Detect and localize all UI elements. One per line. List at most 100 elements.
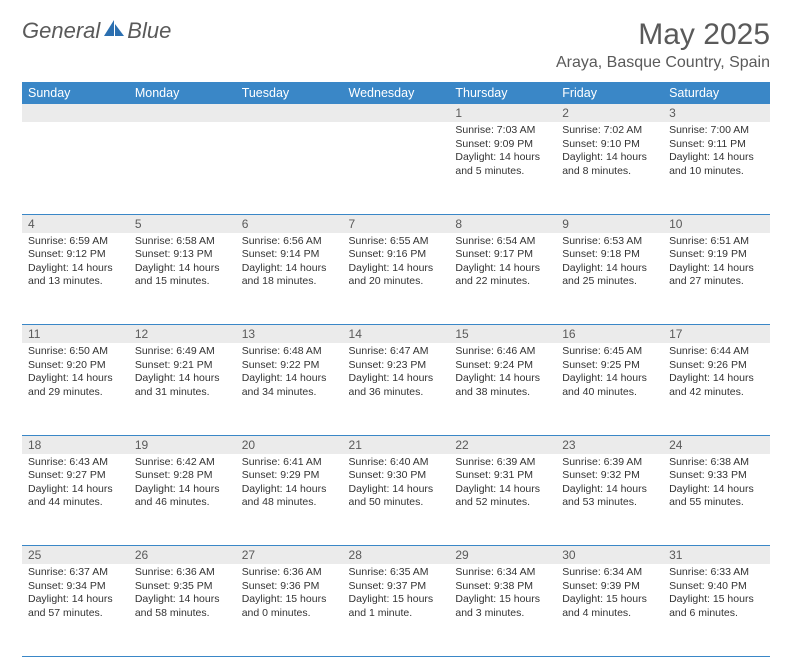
day-cell: Sunrise: 7:03 AMSunset: 9:09 PMDaylight:… — [449, 122, 556, 214]
day-number: 10 — [663, 214, 770, 233]
logo-text-2: Blue — [127, 18, 171, 44]
day-number: 17 — [663, 325, 770, 344]
info-row: Sunrise: 7:03 AMSunset: 9:09 PMDaylight:… — [22, 122, 770, 214]
day-cell: Sunrise: 6:50 AMSunset: 9:20 PMDaylight:… — [22, 343, 129, 435]
info-row: Sunrise: 6:50 AMSunset: 9:20 PMDaylight:… — [22, 343, 770, 435]
day-cell: Sunrise: 6:40 AMSunset: 9:30 PMDaylight:… — [343, 454, 450, 546]
day-number: 20 — [236, 435, 343, 454]
day-details: Sunrise: 6:34 AMSunset: 9:38 PMDaylight:… — [449, 564, 556, 625]
day-details: Sunrise: 7:02 AMSunset: 9:10 PMDaylight:… — [556, 122, 663, 183]
info-row: Sunrise: 6:59 AMSunset: 9:12 PMDaylight:… — [22, 233, 770, 325]
day-cell: Sunrise: 6:55 AMSunset: 9:16 PMDaylight:… — [343, 233, 450, 325]
day-details: Sunrise: 6:37 AMSunset: 9:34 PMDaylight:… — [22, 564, 129, 625]
day-number: 29 — [449, 546, 556, 565]
day-number: 28 — [343, 546, 450, 565]
day-details: Sunrise: 6:39 AMSunset: 9:31 PMDaylight:… — [449, 454, 556, 515]
location: Araya, Basque Country, Spain — [556, 54, 770, 72]
day-cell: Sunrise: 6:51 AMSunset: 9:19 PMDaylight:… — [663, 233, 770, 325]
logo-text-1: General — [22, 18, 100, 44]
day-number: 25 — [22, 546, 129, 565]
day-number — [22, 104, 129, 122]
day-number: 6 — [236, 214, 343, 233]
day-header: Thursday — [449, 82, 556, 104]
day-number: 18 — [22, 435, 129, 454]
day-number: 22 — [449, 435, 556, 454]
day-cell: Sunrise: 6:47 AMSunset: 9:23 PMDaylight:… — [343, 343, 450, 435]
day-header: Wednesday — [343, 82, 450, 104]
day-cell: Sunrise: 6:46 AMSunset: 9:24 PMDaylight:… — [449, 343, 556, 435]
day-number: 1 — [449, 104, 556, 122]
day-details: Sunrise: 6:44 AMSunset: 9:26 PMDaylight:… — [663, 343, 770, 404]
day-details: Sunrise: 6:40 AMSunset: 9:30 PMDaylight:… — [343, 454, 450, 515]
day-cell: Sunrise: 6:54 AMSunset: 9:17 PMDaylight:… — [449, 233, 556, 325]
day-number: 23 — [556, 435, 663, 454]
calendar-body: 1 23 Sunrise: 7:03 AMSunset: 9:09 PMDaylig… — [22, 104, 770, 656]
day-cell — [22, 122, 129, 214]
day-header: Sunday — [22, 82, 129, 104]
day-number: 13 — [236, 325, 343, 344]
calendar: SundayMondayTuesdayWednesdayThursdayFrid… — [22, 82, 770, 657]
day-details: Sunrise: 6:56 AMSunset: 9:14 PMDaylight:… — [236, 233, 343, 294]
day-number: 14 — [343, 325, 450, 344]
day-cell: Sunrise: 6:34 AMSunset: 9:38 PMDaylight:… — [449, 564, 556, 656]
day-details: Sunrise: 6:45 AMSunset: 9:25 PMDaylight:… — [556, 343, 663, 404]
header: General Blue May 2025 Araya, Basque Coun… — [22, 18, 770, 72]
day-cell: Sunrise: 6:41 AMSunset: 9:29 PMDaylight:… — [236, 454, 343, 546]
day-cell: Sunrise: 6:39 AMSunset: 9:32 PMDaylight:… — [556, 454, 663, 546]
day-number — [236, 104, 343, 122]
day-details: Sunrise: 6:36 AMSunset: 9:36 PMDaylight:… — [236, 564, 343, 625]
month-title: May 2025 — [556, 18, 770, 52]
day-number: 19 — [129, 435, 236, 454]
day-header: Tuesday — [236, 82, 343, 104]
day-header: Monday — [129, 82, 236, 104]
day-number: 30 — [556, 546, 663, 565]
day-number: 5 — [129, 214, 236, 233]
day-number: 31 — [663, 546, 770, 565]
day-header: Friday — [556, 82, 663, 104]
day-cell — [343, 122, 450, 214]
daynum-row: 45678910 — [22, 214, 770, 233]
day-details: Sunrise: 6:39 AMSunset: 9:32 PMDaylight:… — [556, 454, 663, 515]
day-cell: Sunrise: 7:00 AMSunset: 9:11 PMDaylight:… — [663, 122, 770, 214]
day-number: 24 — [663, 435, 770, 454]
day-details: Sunrise: 6:43 AMSunset: 9:27 PMDaylight:… — [22, 454, 129, 515]
day-number — [343, 104, 450, 122]
day-cell: Sunrise: 6:44 AMSunset: 9:26 PMDaylight:… — [663, 343, 770, 435]
day-cell: Sunrise: 6:37 AMSunset: 9:34 PMDaylight:… — [22, 564, 129, 656]
day-details: Sunrise: 7:00 AMSunset: 9:11 PMDaylight:… — [663, 122, 770, 183]
day-details: Sunrise: 6:53 AMSunset: 9:18 PMDaylight:… — [556, 233, 663, 294]
daynum-row: 18192021222324 — [22, 435, 770, 454]
day-cell: Sunrise: 6:49 AMSunset: 9:21 PMDaylight:… — [129, 343, 236, 435]
day-details: Sunrise: 6:36 AMSunset: 9:35 PMDaylight:… — [129, 564, 236, 625]
day-number: 2 — [556, 104, 663, 122]
day-details: Sunrise: 6:55 AMSunset: 9:16 PMDaylight:… — [343, 233, 450, 294]
day-number: 9 — [556, 214, 663, 233]
day-number: 26 — [129, 546, 236, 565]
day-cell: Sunrise: 6:39 AMSunset: 9:31 PMDaylight:… — [449, 454, 556, 546]
daynum-row: 25262728293031 — [22, 546, 770, 565]
day-details: Sunrise: 6:48 AMSunset: 9:22 PMDaylight:… — [236, 343, 343, 404]
day-cell: Sunrise: 6:34 AMSunset: 9:39 PMDaylight:… — [556, 564, 663, 656]
day-details: Sunrise: 6:54 AMSunset: 9:17 PMDaylight:… — [449, 233, 556, 294]
logo: General Blue — [22, 18, 171, 44]
day-details: Sunrise: 6:38 AMSunset: 9:33 PMDaylight:… — [663, 454, 770, 515]
day-details: Sunrise: 6:41 AMSunset: 9:29 PMDaylight:… — [236, 454, 343, 515]
day-details: Sunrise: 6:33 AMSunset: 9:40 PMDaylight:… — [663, 564, 770, 625]
day-number: 21 — [343, 435, 450, 454]
day-number: 7 — [343, 214, 450, 233]
day-details: Sunrise: 6:42 AMSunset: 9:28 PMDaylight:… — [129, 454, 236, 515]
info-row: Sunrise: 6:43 AMSunset: 9:27 PMDaylight:… — [22, 454, 770, 546]
day-cell: Sunrise: 6:36 AMSunset: 9:35 PMDaylight:… — [129, 564, 236, 656]
day-cell: Sunrise: 6:59 AMSunset: 9:12 PMDaylight:… — [22, 233, 129, 325]
day-cell: Sunrise: 6:33 AMSunset: 9:40 PMDaylight:… — [663, 564, 770, 656]
day-cell: Sunrise: 6:35 AMSunset: 9:37 PMDaylight:… — [343, 564, 450, 656]
day-details: Sunrise: 6:50 AMSunset: 9:20 PMDaylight:… — [22, 343, 129, 404]
day-details: Sunrise: 6:46 AMSunset: 9:24 PMDaylight:… — [449, 343, 556, 404]
day-header-row: SundayMondayTuesdayWednesdayThursdayFrid… — [22, 82, 770, 104]
day-number: 16 — [556, 325, 663, 344]
day-cell: Sunrise: 6:53 AMSunset: 9:18 PMDaylight:… — [556, 233, 663, 325]
day-number: 15 — [449, 325, 556, 344]
day-cell: Sunrise: 6:38 AMSunset: 9:33 PMDaylight:… — [663, 454, 770, 546]
day-details: Sunrise: 7:03 AMSunset: 9:09 PMDaylight:… — [449, 122, 556, 183]
info-row: Sunrise: 6:37 AMSunset: 9:34 PMDaylight:… — [22, 564, 770, 656]
